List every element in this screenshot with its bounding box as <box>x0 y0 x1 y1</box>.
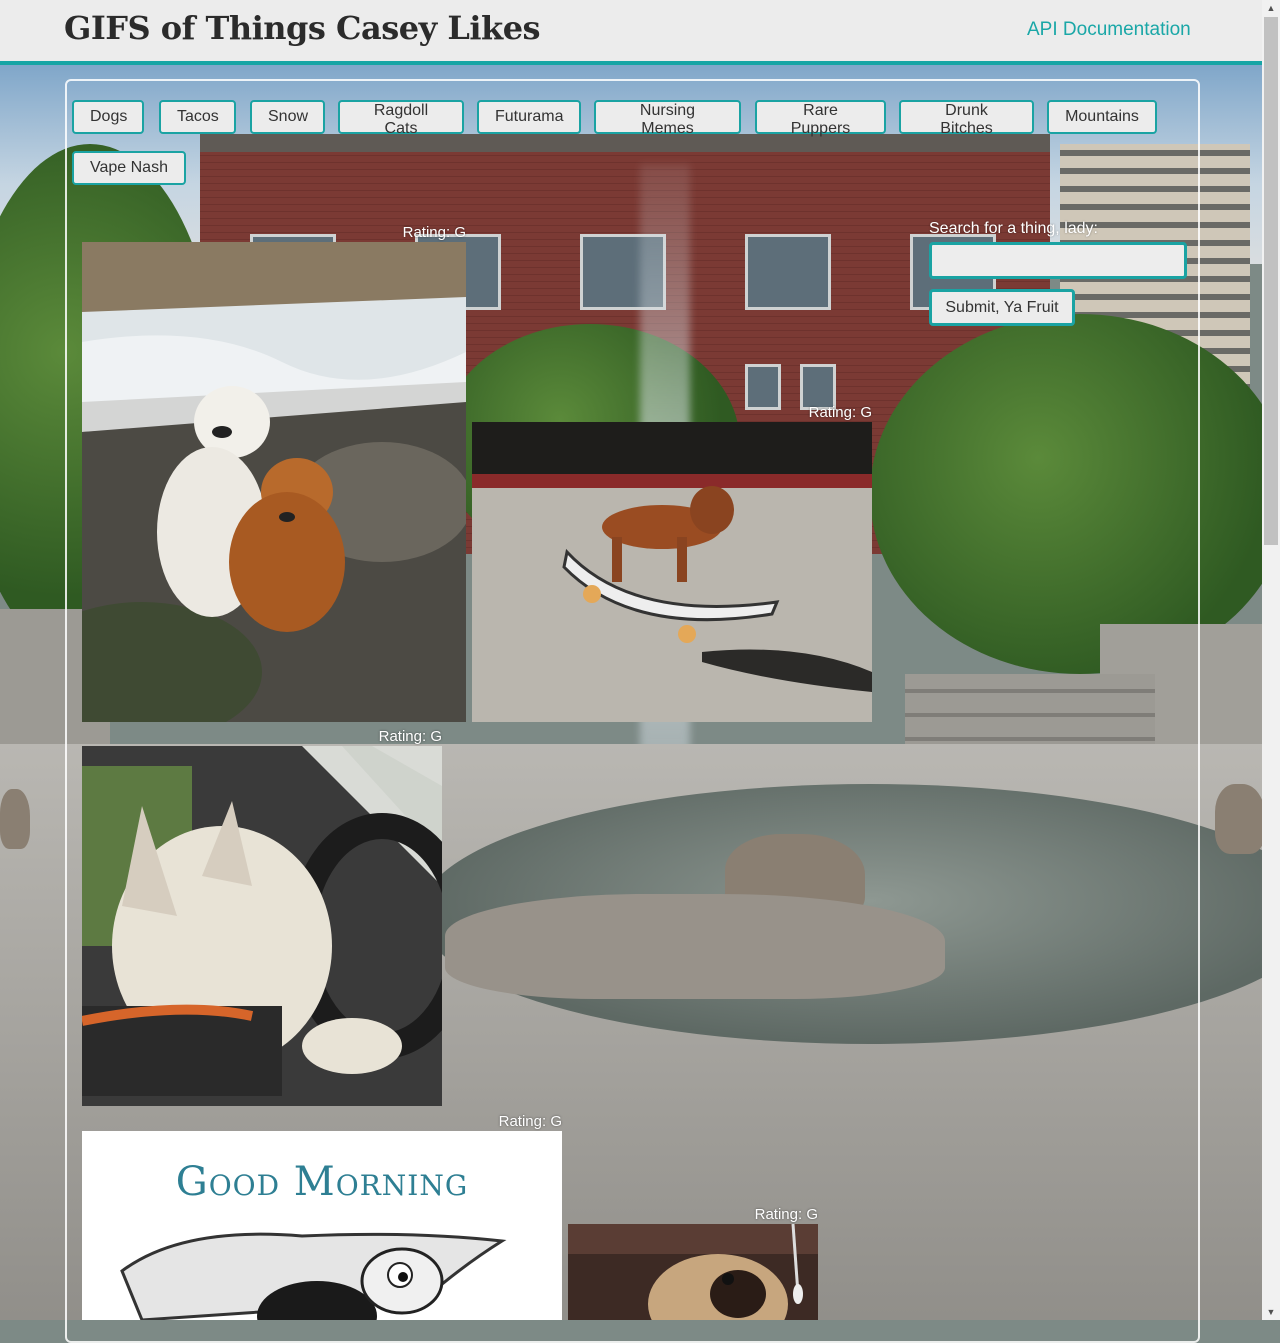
site-title: GIFS of Things Casey Likes <box>64 9 541 47</box>
topic-button-mountains[interactable]: Mountains <box>1047 100 1157 134</box>
topic-button-dogs[interactable]: Dogs <box>72 100 144 134</box>
topic-button-nursing-memes[interactable]: Nursing Memes <box>594 100 741 137</box>
gif-rating: Rating: G <box>754 1206 818 1223</box>
topic-button-drunk-bitches[interactable]: Drunk Bitches <box>899 100 1034 137</box>
gif-bulldog-driving[interactable] <box>82 746 442 1106</box>
gif-dogs-waterfall[interactable] <box>82 242 466 722</box>
topic-button-rare-puppers[interactable]: Rare Puppers <box>755 100 886 137</box>
site-header: GIFS of Things Casey Likes API Documenta… <box>0 0 1262 61</box>
topic-button-ragdoll-cats[interactable]: Ragdoll Cats <box>338 100 464 137</box>
gif-rating: Rating: G <box>808 404 872 421</box>
topic-button-vape-nash[interactable]: Vape Nash <box>72 151 186 185</box>
topic-button-tacos[interactable]: Tacos <box>159 100 236 134</box>
api-documentation-link[interactable]: API Documentation <box>1027 19 1191 40</box>
gif-image <box>472 422 872 722</box>
gif-image <box>120 1232 507 1320</box>
topic-button-futurama[interactable]: Futurama <box>477 100 581 134</box>
search-input[interactable] <box>929 242 1187 279</box>
page-scrollbar[interactable]: ▲ ▼ <box>1262 0 1280 1320</box>
scroll-up-arrow-icon[interactable]: ▲ <box>1266 3 1276 13</box>
gif-rating: Rating: G <box>378 728 442 745</box>
scroll-down-arrow-icon[interactable]: ▼ <box>1266 1307 1276 1317</box>
submit-button[interactable]: Submit, Ya Fruit <box>929 289 1075 326</box>
gif-good-morning[interactable]: Good Morning <box>82 1131 562 1320</box>
gif-pug[interactable] <box>568 1224 818 1320</box>
scrollbar-thumb[interactable] <box>1264 17 1278 545</box>
header-accent-bar <box>0 61 1262 65</box>
search-label: Search for a thing, lady: <box>929 220 1098 237</box>
topic-button-snow[interactable]: Snow <box>250 100 325 134</box>
gif-caption: Good Morning <box>175 1159 469 1205</box>
gif-dachshund-skateboard[interactable] <box>472 422 872 722</box>
gif-image <box>82 242 466 722</box>
gif-rating: Rating: G <box>498 1113 562 1130</box>
gif-image <box>568 1224 818 1320</box>
gif-rating: Rating: G <box>402 224 466 241</box>
gif-image <box>82 746 442 1106</box>
